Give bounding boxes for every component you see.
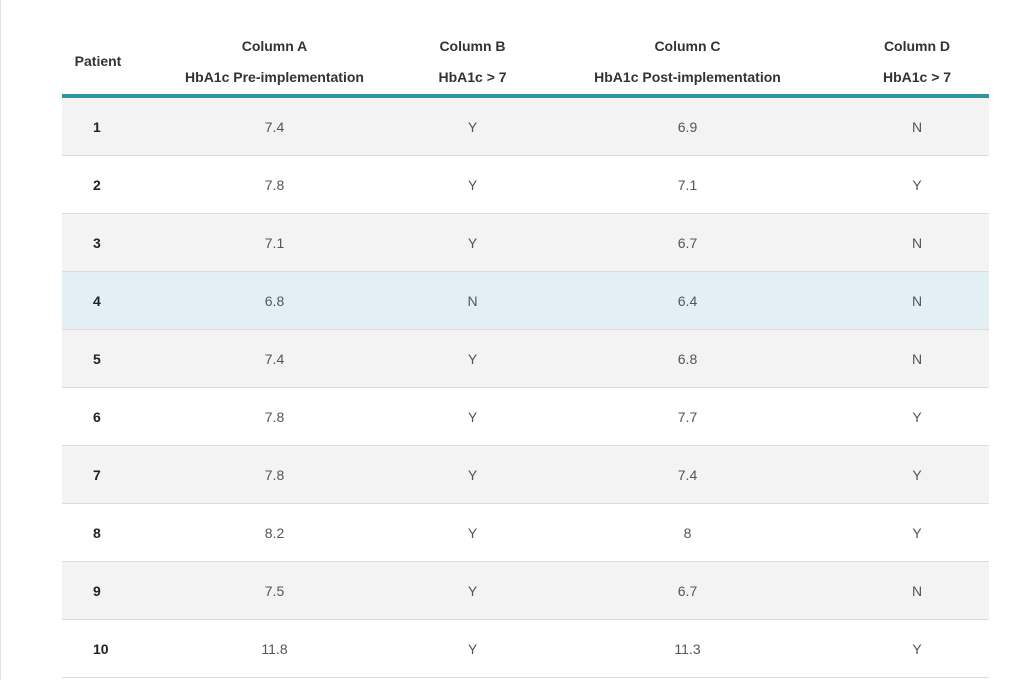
- cell-column-c: 6.4: [530, 271, 845, 330]
- cell-column-a: 11.8: [134, 619, 415, 678]
- table-row: 7 7.8 Y 7.4 Y: [62, 445, 989, 504]
- hba1c-table-container: Patient Column A HbA1c Pre-implementatio…: [62, 28, 989, 678]
- cell-patient: 1: [62, 96, 134, 156]
- table-row: 3 7.1 Y 6.7 N: [62, 213, 989, 272]
- header-column-b-title: Column B: [439, 37, 506, 54]
- cell-column-c: 7.7: [530, 387, 845, 446]
- cell-column-c: 6.7: [530, 561, 845, 620]
- cell-column-d: N: [845, 329, 989, 388]
- header-column-c-subtitle: HbA1c Post-implementation: [594, 68, 781, 85]
- header-column-c: Column C HbA1c Post-implementation: [530, 28, 845, 98]
- cell-patient: 2: [62, 155, 134, 214]
- cell-column-c: 7.1: [530, 155, 845, 214]
- cell-column-c: 6.9: [530, 96, 845, 156]
- table-row: 8 8.2 Y 8 Y: [62, 503, 989, 562]
- cell-patient: 6: [62, 387, 134, 446]
- header-column-d: Column D HbA1c > 7: [845, 28, 989, 98]
- cell-column-a: 7.4: [134, 96, 415, 156]
- cell-column-b: Y: [415, 561, 530, 620]
- cell-column-c: 8: [530, 503, 845, 562]
- cell-column-c: 6.7: [530, 213, 845, 272]
- cell-column-b: N: [415, 271, 530, 330]
- table-row: 9 7.5 Y 6.7 N: [62, 561, 989, 620]
- header-column-d-subtitle: HbA1c > 7: [882, 68, 952, 85]
- hba1c-table: Patient Column A HbA1c Pre-implementatio…: [62, 28, 989, 678]
- cell-column-b: Y: [415, 445, 530, 504]
- cell-column-b: Y: [415, 503, 530, 562]
- cell-column-b: Y: [415, 96, 530, 156]
- cell-column-b: Y: [415, 329, 530, 388]
- header-column-b: Column B HbA1c > 7: [415, 28, 530, 98]
- cell-column-a: 7.4: [134, 329, 415, 388]
- cell-column-c: 7.4: [530, 445, 845, 504]
- table-row: 6 7.8 Y 7.7 Y: [62, 387, 989, 446]
- header-column-b-subtitle: HbA1c > 7: [438, 68, 507, 85]
- cell-column-b: Y: [415, 155, 530, 214]
- table-header: Patient Column A HbA1c Pre-implementatio…: [62, 28, 989, 98]
- table-row: 10 11.8 Y 11.3 Y: [62, 619, 989, 678]
- cell-column-d: Y: [845, 503, 989, 562]
- cell-column-a: 7.8: [134, 387, 415, 446]
- cell-column-a: 7.8: [134, 155, 415, 214]
- cell-column-a: 8.2: [134, 503, 415, 562]
- cell-column-d: Y: [845, 445, 989, 504]
- table-row: 5 7.4 Y 6.8 N: [62, 329, 989, 388]
- cell-column-b: Y: [415, 619, 530, 678]
- cell-column-d: Y: [845, 387, 989, 446]
- cell-column-d: N: [845, 561, 989, 620]
- cell-column-d: N: [845, 213, 989, 272]
- header-column-a-subtitle: HbA1c Pre-implementation: [185, 68, 364, 85]
- cell-column-a: 7.5: [134, 561, 415, 620]
- header-patient: Patient: [62, 28, 134, 98]
- cell-column-d: N: [845, 96, 989, 156]
- header-column-a-title: Column A: [241, 37, 308, 54]
- cell-column-a: 6.8: [134, 271, 415, 330]
- cell-column-d: N: [845, 271, 989, 330]
- header-column-a: Column A HbA1c Pre-implementation: [134, 28, 415, 98]
- cell-column-b: Y: [415, 387, 530, 446]
- cell-patient: 7: [62, 445, 134, 504]
- cell-column-d: Y: [845, 155, 989, 214]
- header-patient-label: Patient: [74, 53, 122, 69]
- header-column-d-title: Column D: [883, 37, 951, 54]
- cell-patient: 10: [62, 619, 134, 678]
- cell-patient: 3: [62, 213, 134, 272]
- cell-column-a: 7.1: [134, 213, 415, 272]
- cell-patient: 4: [62, 271, 134, 330]
- cell-patient: 8: [62, 503, 134, 562]
- table-row: 1 7.4 Y 6.9 N: [62, 96, 989, 156]
- table-row: 2 7.8 Y 7.1 Y: [62, 155, 989, 214]
- cell-column-a: 7.8: [134, 445, 415, 504]
- header-row: Patient Column A HbA1c Pre-implementatio…: [62, 28, 989, 98]
- header-column-c-title: Column C: [654, 37, 721, 54]
- table-row-highlighted: 4 6.8 N 6.4 N: [62, 271, 989, 330]
- cell-column-c: 6.8: [530, 329, 845, 388]
- table-body: 1 7.4 Y 6.9 N 2 7.8 Y 7.1 Y 3 7.1 Y: [62, 96, 989, 678]
- cell-patient: 5: [62, 329, 134, 388]
- cell-column-d: Y: [845, 619, 989, 678]
- cell-patient: 9: [62, 561, 134, 620]
- cell-column-c: 11.3: [530, 619, 845, 678]
- cell-column-b: Y: [415, 213, 530, 272]
